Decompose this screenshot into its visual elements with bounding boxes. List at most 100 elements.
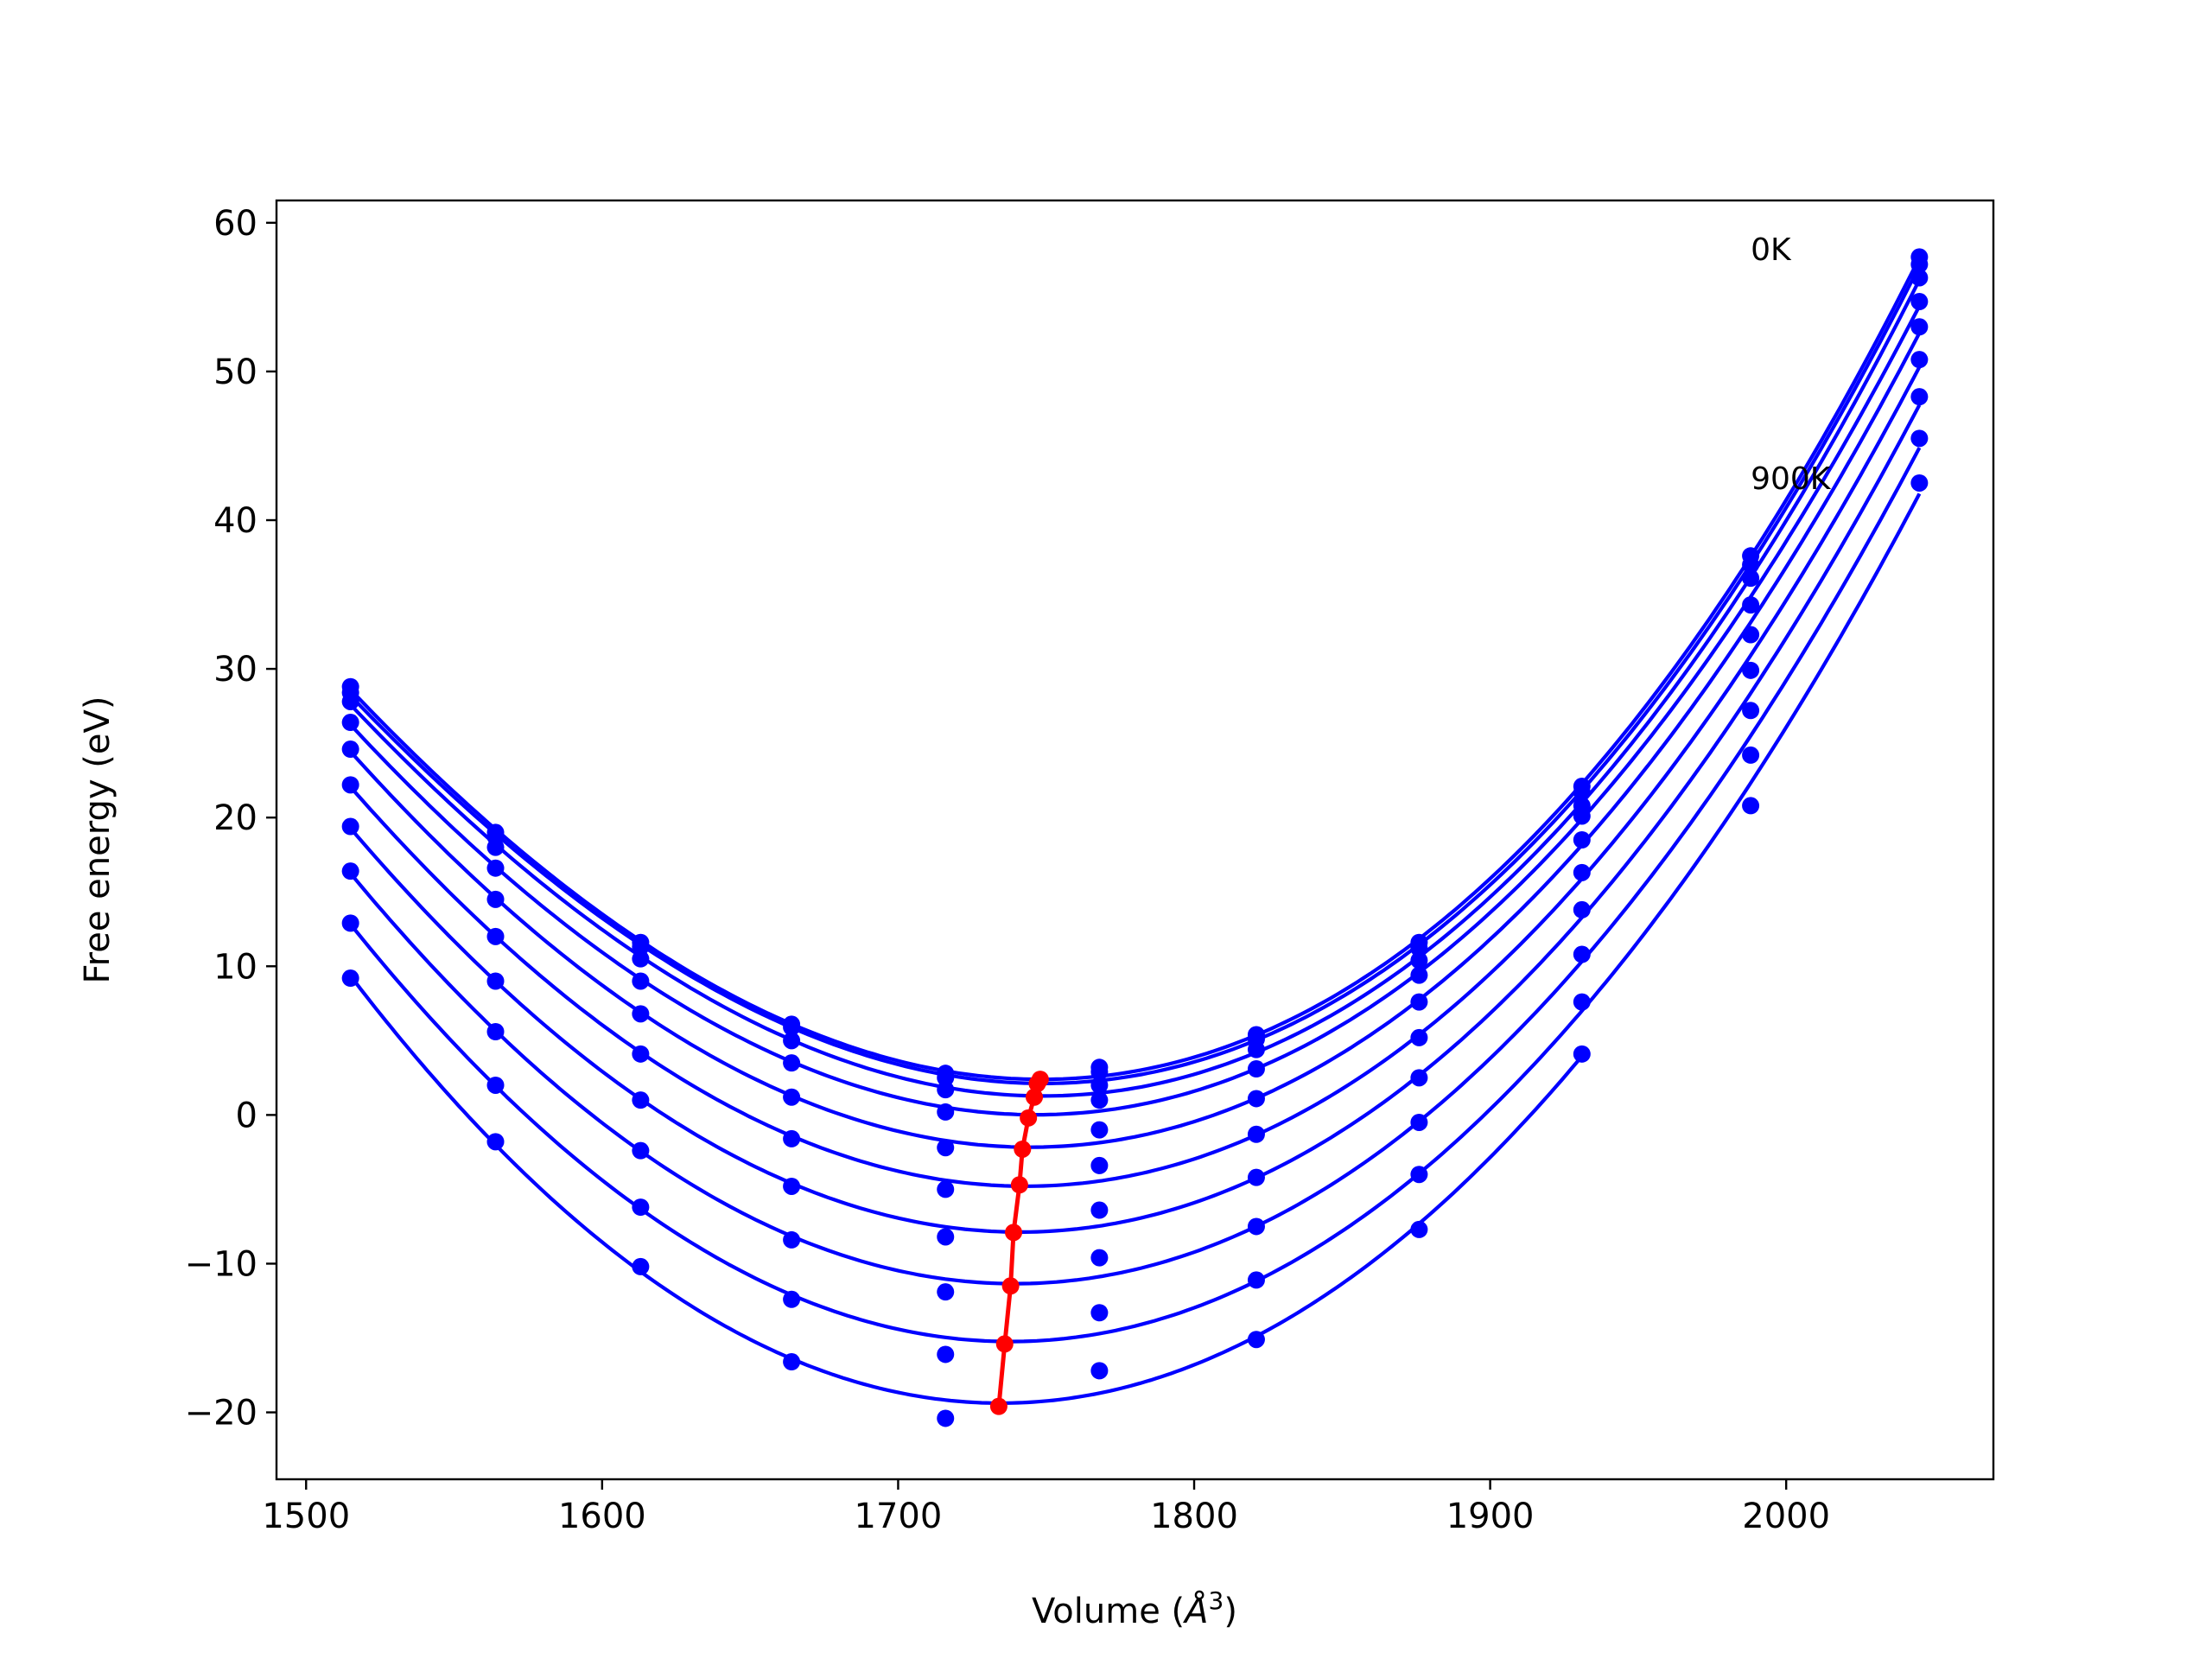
minimum-point-2 [1026,1088,1044,1106]
data-point-4-1 [486,890,505,908]
data-point-5-8 [1573,863,1591,881]
data-point-6-1 [486,972,505,990]
data-point-8-2 [632,1198,650,1217]
data-point-1-10 [1910,256,1929,273]
data-point-8-0 [341,914,359,932]
y-tick-label-7: −10 [185,1244,257,1284]
data-point-6-10 [1910,388,1929,406]
y-axis-label: Free energy (eV) [78,696,118,984]
data-point-4-6 [1247,1090,1265,1108]
data-point-5-7 [1410,1028,1428,1046]
data-point-3-5 [1090,1091,1109,1109]
minima-line [989,1071,1049,1415]
annotation-1: 900K [1751,461,1832,497]
data-point-1-3 [783,1018,801,1036]
data-point-6-2 [632,1091,650,1109]
y-tick-label-8: −20 [185,1394,257,1433]
data-point-3-3 [783,1054,801,1072]
fit-curve-6 [349,404,1922,1234]
data-point-1-5 [1090,1063,1109,1081]
fit-curve-4 [349,332,1922,1149]
data-point-4-7 [1410,993,1428,1011]
data-point-3-6 [1247,1060,1265,1078]
data-point-6-6 [1247,1168,1265,1186]
y-tick-label-2: 40 [213,501,257,541]
fit-curve-7 [348,447,1922,1286]
data-point-7-8 [1573,945,1591,963]
minimum-point-9 [989,1397,1007,1415]
data-point-5-5 [1090,1156,1109,1174]
x-tick-label-2: 1700 [855,1497,943,1536]
x-axis-ticks: 1500 1600 1700 1800 1900 2000 [262,1479,1830,1536]
minimum-point-7 [1001,1277,1020,1295]
fit-curve-9 [348,975,1584,1405]
minimum-point-3 [1020,1109,1038,1127]
data-point-3-7 [1410,966,1428,984]
data-point-9-3 [783,1353,801,1371]
data-point-9-2 [632,1257,650,1275]
data-point-9-7 [1410,1220,1428,1238]
minimum-point-1 [1028,1075,1046,1093]
data-point-8-3 [783,1290,801,1308]
data-point-3-1 [486,859,505,877]
data-point-5-1 [486,927,505,945]
data-point-7-5 [1090,1249,1109,1267]
data-point-5-3 [783,1129,801,1147]
x-tick-label-3: 1800 [1150,1497,1238,1536]
data-point-7-10 [1910,429,1929,448]
data-point-9-6 [1247,1331,1265,1349]
fit-curve-8 [348,493,1922,1344]
x-tick-label-1: 1600 [558,1497,646,1536]
data-point-6-3 [783,1177,801,1195]
fit-curve-0 [349,257,1922,1082]
data-point-7-4 [937,1283,955,1301]
data-point-8-9 [1742,797,1760,815]
y-tick-label-4: 20 [213,798,257,838]
data-point-4-10 [1910,318,1929,336]
data-point-4-9 [1742,626,1760,644]
data-point-8-7 [1410,1166,1428,1184]
data-point-6-8 [1573,900,1591,918]
data-point-4-0 [341,741,359,759]
data-point-1-8 [1573,783,1591,801]
data-point-5-4 [937,1180,955,1198]
data-point-1-2 [632,938,650,956]
y-tick-label-3: 30 [213,650,257,690]
y-tick-label-6: 0 [236,1096,257,1135]
fit-curve-1 [349,264,1922,1085]
data-point-2-0 [341,692,359,710]
data-point-6-9 [1742,702,1760,720]
data-point-8-10 [1910,474,1929,492]
data-point-8-8 [1573,993,1591,1011]
x-tick-label-0: 1500 [262,1497,350,1536]
data-point-2-9 [1742,569,1760,588]
data-point-8-6 [1247,1271,1265,1289]
data-point-9-8 [1573,1045,1591,1063]
data-point-8-1 [486,1076,505,1094]
data-point-3-2 [632,972,650,990]
data-point-7-6 [1247,1217,1265,1236]
data-point-7-0 [341,862,359,880]
data-point-4-8 [1573,831,1591,849]
data-point-6-7 [1410,1069,1428,1087]
y-tick-label-5: 10 [213,947,257,987]
y-axis-ticks: 60 50 40 30 20 10 0 −10 −20 [185,204,276,1433]
data-point-5-9 [1742,661,1760,679]
data-point-7-7 [1410,1113,1428,1131]
plot-area [276,200,1993,1479]
minimum-point-6 [1005,1224,1023,1242]
data-point-5-2 [632,1045,650,1063]
fit-curve-5 [349,365,1922,1188]
data-point-1-9 [1742,556,1760,574]
data-point-2-2 [632,950,650,968]
data-point-1-7 [1410,939,1428,957]
data-point-4-5 [1090,1121,1109,1139]
data-point-8-5 [1090,1304,1109,1322]
data-point-3-4 [937,1103,955,1121]
data-point-2-5 [1090,1076,1109,1094]
data-point-5-0 [341,776,359,794]
data-point-3-10 [1910,293,1929,311]
data-point-2-7 [1410,951,1428,969]
data-point-4-4 [937,1139,955,1157]
minimum-point-4 [1014,1140,1032,1158]
